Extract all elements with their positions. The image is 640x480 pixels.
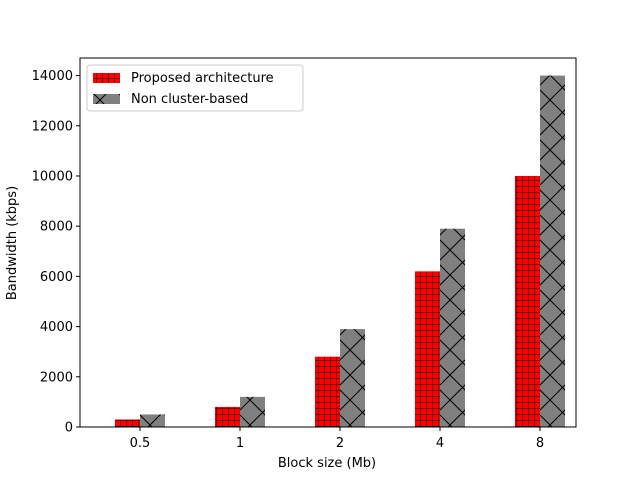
y-tick-label: 2000	[40, 370, 73, 385]
y-tick-label: 0	[65, 421, 73, 436]
bar-proposed-8	[515, 175, 540, 427]
bar-proposed-1	[215, 406, 240, 427]
legend-box	[86, 64, 304, 112]
x-tick-label: 0.5	[130, 436, 151, 451]
bar-proposed-2	[315, 356, 340, 427]
x-tick-label: 2	[336, 436, 344, 451]
legend-label-proposed: Proposed architecture	[131, 71, 274, 86]
x-tick-label: 8	[536, 436, 544, 451]
legend-swatch-proposed	[93, 73, 120, 83]
axes-group: 0 2000 4000 6000 8000 10000 12000 14000 0.5 1 2 4 8	[32, 57, 577, 451]
bars-group	[115, 75, 565, 428]
y-tick-label: 10000	[32, 169, 73, 184]
legend-label-non-cluster: Non cluster-based	[131, 92, 248, 107]
y-tick-label: 14000	[32, 69, 73, 84]
x-tick-label: 1	[236, 436, 244, 451]
bar-non-cluster-2	[340, 329, 365, 427]
legend-swatch-non-cluster	[93, 94, 120, 104]
axes-frame	[79, 57, 577, 428]
bar-non-cluster-8	[540, 75, 565, 428]
bar-proposed-0.5	[115, 419, 140, 427]
bar-non-cluster-1	[240, 396, 265, 427]
bar-non-cluster-4	[440, 228, 465, 427]
x-axis-label: Block size (Mb)	[278, 456, 376, 471]
x-tick-label: 4	[436, 436, 444, 451]
bar-non-cluster-0.5	[140, 414, 165, 427]
y-axis-label: Bandwidth (kbps)	[5, 186, 20, 300]
y-tick-label: 12000	[32, 119, 73, 134]
y-tick-label: 8000	[40, 220, 73, 235]
y-tick-label: 6000	[40, 270, 73, 285]
y-tick-label: 4000	[40, 320, 73, 335]
bar-proposed-4	[415, 271, 440, 427]
legend: Proposed architecture Non cluster-based	[86, 64, 304, 112]
